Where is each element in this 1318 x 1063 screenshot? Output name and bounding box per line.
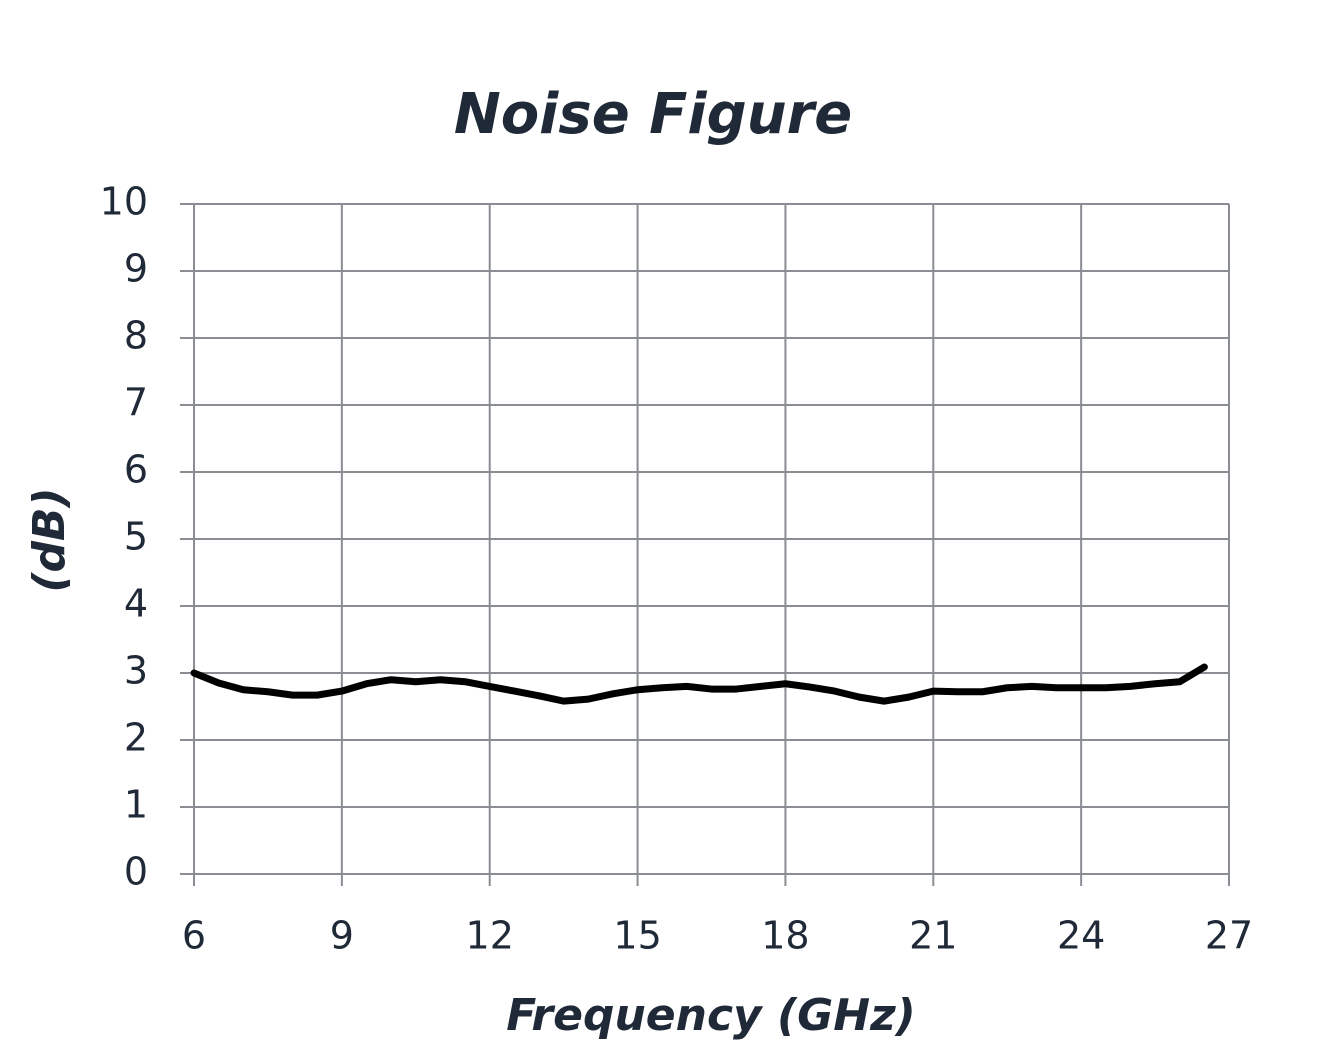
- x-tick-label: 27: [1205, 914, 1253, 958]
- x-tick-label: 24: [1057, 914, 1105, 958]
- y-tick-label: 6: [124, 448, 148, 492]
- y-tick-label: 10: [100, 180, 148, 224]
- y-tick-label: 1: [124, 783, 148, 827]
- x-tick-label: 9: [330, 914, 354, 958]
- y-tick-label: 5: [124, 515, 148, 559]
- y-axis-title: (dB): [24, 487, 75, 592]
- y-tick-label: 7: [124, 381, 148, 425]
- x-axis-title: Frequency (GHz): [506, 990, 916, 1041]
- y-tick-label: 0: [124, 850, 148, 894]
- data-line: [190, 663, 1208, 705]
- x-tick-label: 12: [466, 914, 514, 958]
- x-tick-label: 6: [182, 914, 206, 958]
- x-tick-label: 15: [613, 914, 661, 958]
- y-tick-label: 3: [124, 649, 148, 693]
- y-tick-label: 8: [124, 314, 148, 358]
- x-tick-label: 18: [761, 914, 809, 958]
- x-tick-label: 21: [909, 914, 957, 958]
- y-tick-label: 9: [124, 247, 148, 291]
- y-tick-label: 4: [124, 582, 148, 626]
- y-tick-label: 2: [124, 716, 148, 760]
- chart-title: Noise Figure: [454, 82, 852, 147]
